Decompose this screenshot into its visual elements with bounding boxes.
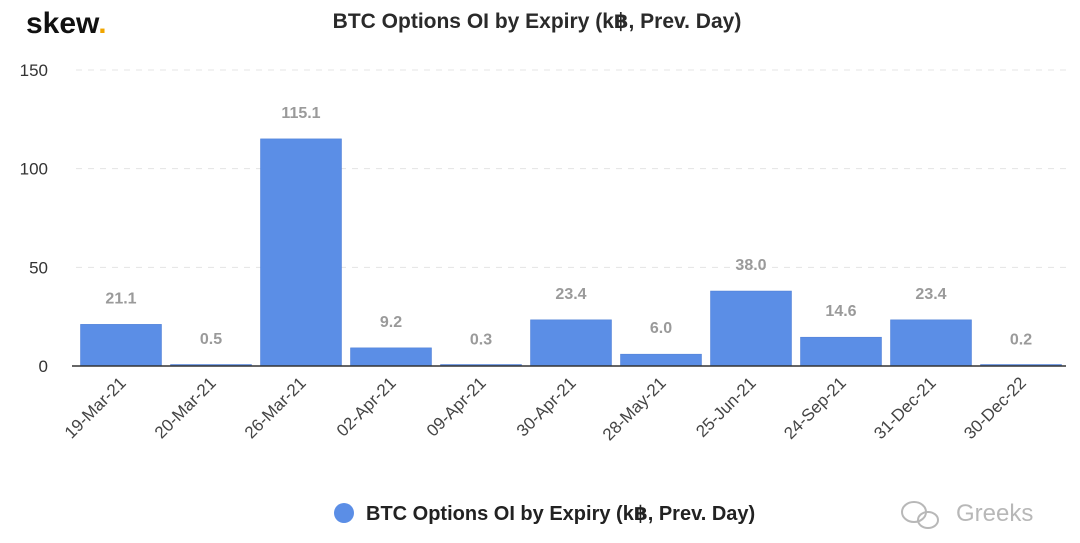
bar-02-Apr-21[interactable]: [350, 347, 432, 367]
x-tick-label: 30-Apr-21: [513, 373, 580, 440]
x-tick-label: 28-May-21: [599, 373, 670, 444]
x-tick-label: 30-Dec-22: [960, 373, 1030, 443]
data-label: 0.3: [470, 331, 492, 348]
x-axis: 19-Mar-21 20-Mar-21 26-Mar-21 02-Apr-21 09-A…: [61, 373, 1030, 444]
x-tick-label: 19-Mar-21: [61, 373, 130, 442]
x-tick-label: 09-Apr-21: [423, 373, 490, 440]
data-label: 115.1: [281, 105, 320, 122]
data-label: 6.0: [650, 320, 672, 337]
x-tick-label: 26-Mar-21: [241, 373, 310, 442]
bar-26-Mar-21[interactable]: [260, 138, 342, 367]
data-label: 9.2: [380, 314, 402, 331]
data-labels: 21.1 0.5 115.1 9.2 0.3 23.4 6.0 38.0 14.6 23.4 0.2: [105, 105, 1032, 349]
wechat-icon: [901, 501, 939, 529]
x-tick-label: 02-Apr-21: [333, 373, 400, 440]
legend-marker: [334, 503, 354, 523]
chart-title: BTC Options OI by Expiry (k฿, Prev. Day): [333, 10, 742, 33]
data-label: 21.1: [105, 290, 136, 307]
bar-24-Sep-21[interactable]: [800, 336, 882, 367]
logo-dot: .: [98, 7, 106, 40]
legend-label: BTC Options OI by Expiry (k฿, Prev. Day): [366, 503, 755, 525]
bar-25-Jun-21[interactable]: [710, 290, 792, 367]
x-tick-label: 20-Mar-21: [151, 373, 220, 442]
bars: [80, 138, 1062, 367]
gridlines: [76, 69, 1066, 268]
legend[interactable]: BTC Options OI by Expiry (k฿, Prev. Day): [334, 503, 755, 525]
bar-30-Apr-21[interactable]: [530, 319, 612, 367]
x-tick-label: 31-Dec-21: [870, 373, 940, 443]
watermark-text: Greeks: [956, 500, 1033, 527]
y-axis: 0 50 100 150: [20, 61, 48, 376]
data-label: 0.5: [200, 331, 222, 348]
x-tick-label: 25-Jun-21: [692, 373, 760, 441]
bar-31-Dec-21[interactable]: [890, 319, 972, 367]
data-label: 38.0: [735, 257, 766, 274]
logo-text: skew: [26, 7, 100, 40]
bar-28-May-21[interactable]: [620, 353, 702, 367]
y-tick-label: 0: [39, 357, 48, 376]
bar-19-Mar-21[interactable]: [80, 324, 162, 367]
logo: skew.: [26, 7, 107, 40]
data-label: 23.4: [555, 286, 586, 303]
y-tick-label: 50: [29, 258, 48, 277]
svg-text:skew.: skew.: [26, 7, 107, 40]
y-tick-label: 100: [20, 160, 48, 179]
watermark: Greeks: [901, 500, 1033, 529]
y-tick-label: 150: [20, 61, 48, 80]
data-label: 14.6: [825, 303, 856, 320]
x-tick-label: 24-Sep-21: [780, 373, 850, 443]
data-label: 23.4: [915, 286, 946, 303]
data-label: 0.2: [1010, 332, 1032, 349]
